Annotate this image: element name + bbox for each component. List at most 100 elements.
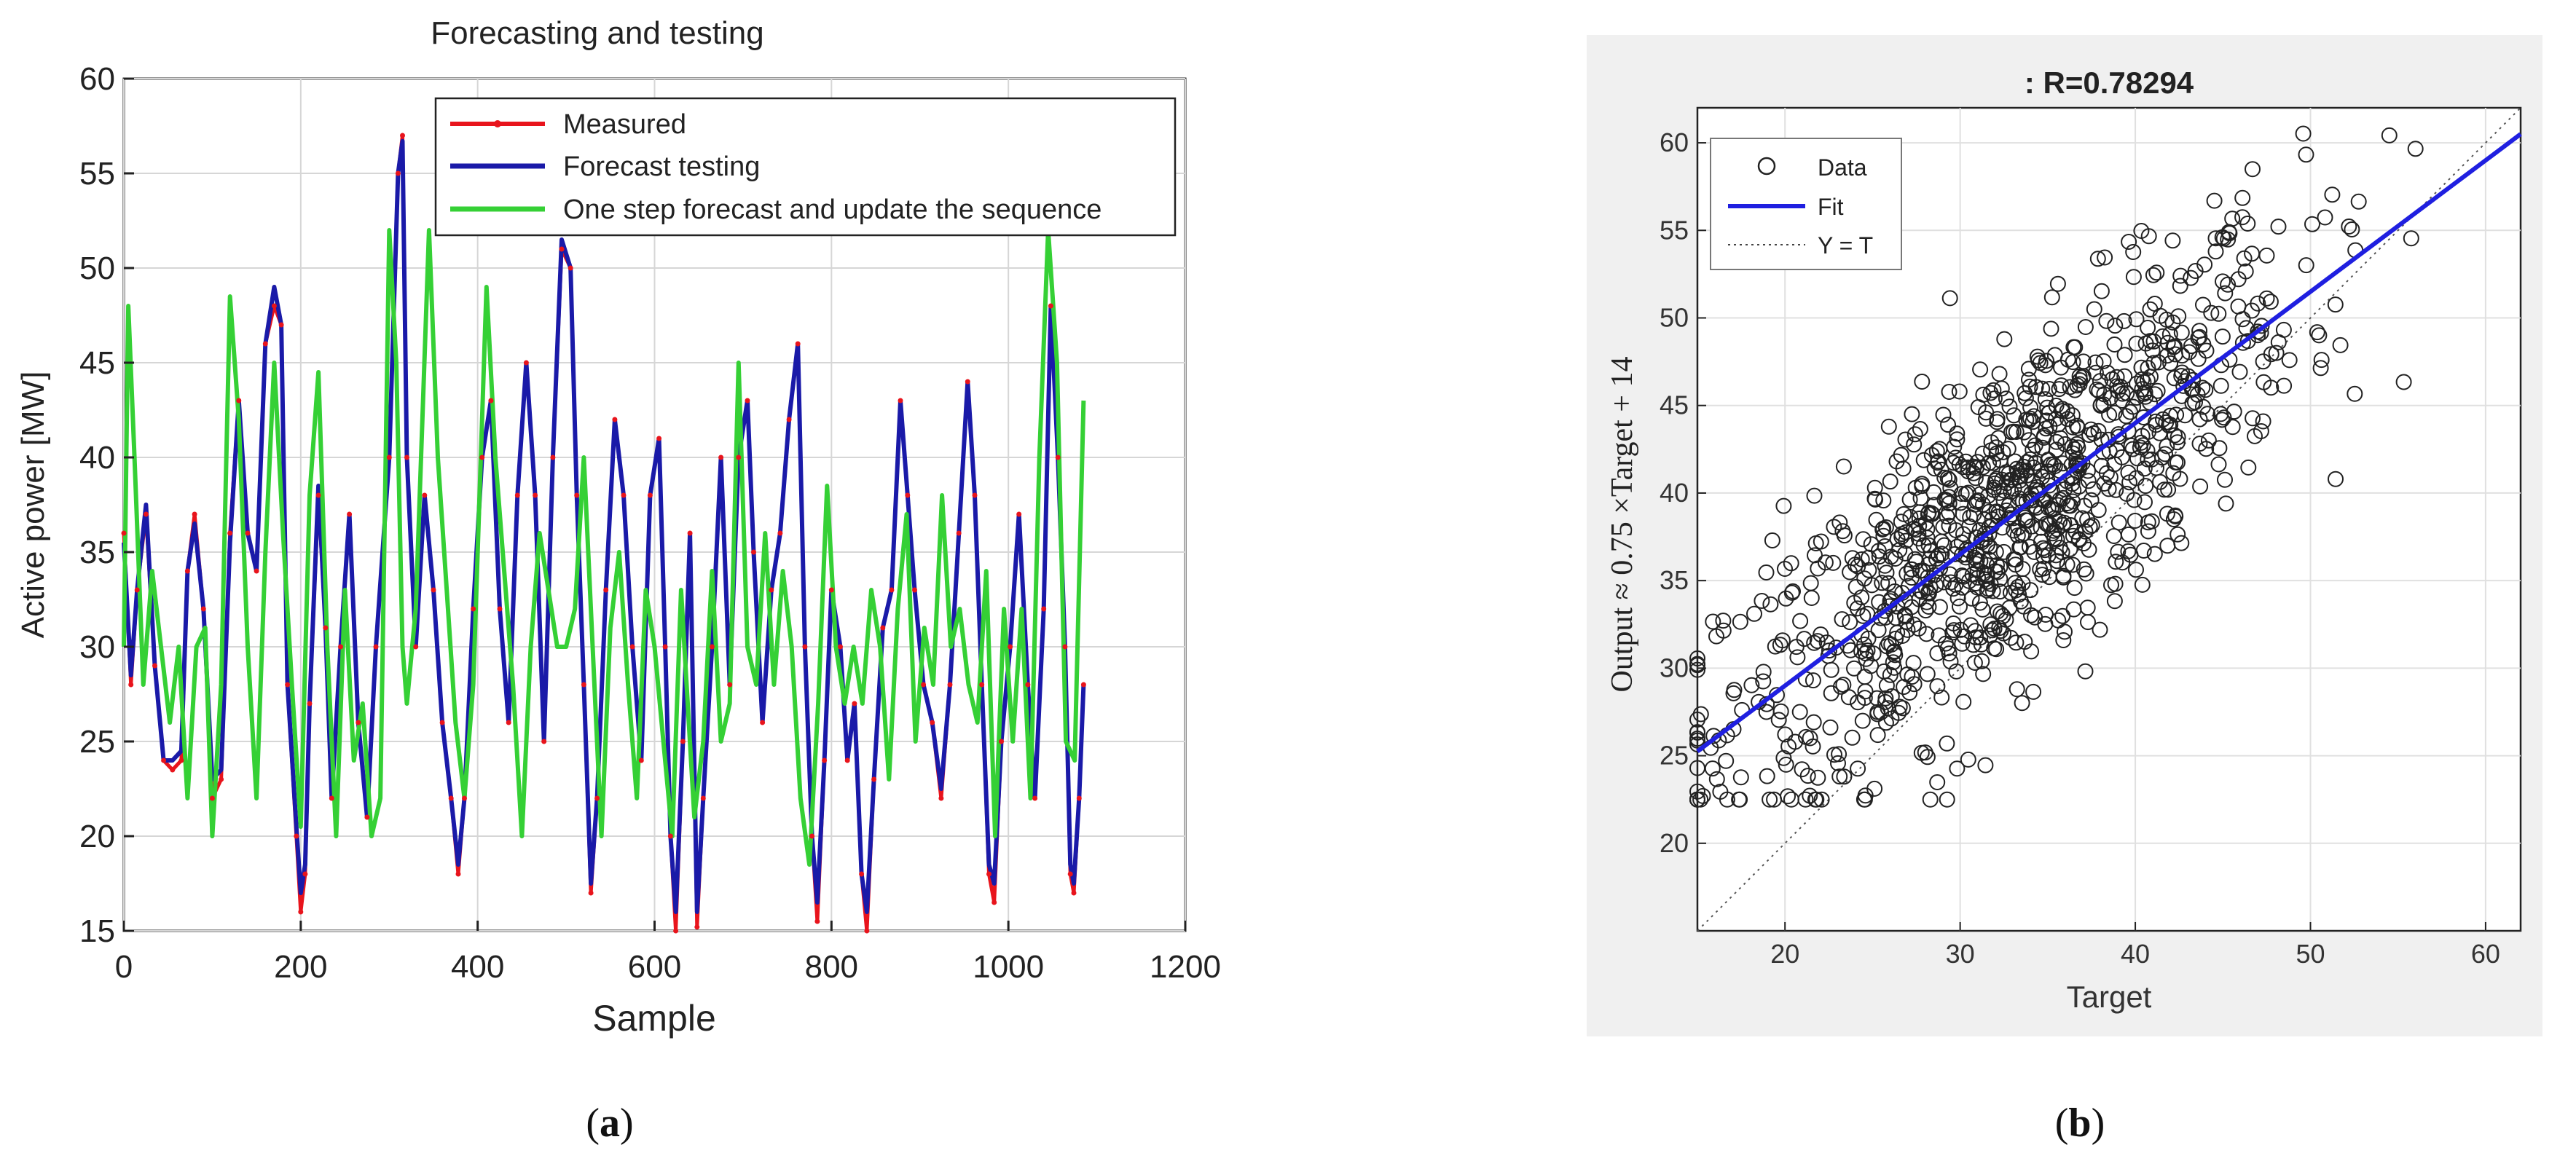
data-point — [2140, 451, 2156, 468]
data-point — [1880, 418, 1897, 435]
data-point — [1929, 678, 1946, 695]
data-point — [1980, 487, 1997, 504]
measured-point — [479, 454, 485, 460]
data-point — [1775, 749, 1792, 766]
data-point — [2328, 471, 2344, 487]
data-point — [2043, 289, 2060, 306]
panel-label-b-letter: b — [2068, 1101, 2091, 1146]
data-point — [1926, 497, 1943, 513]
data-point — [1854, 712, 1871, 729]
data-point — [1941, 290, 1958, 307]
data-point — [2217, 285, 2234, 302]
legend-marker-data — [1757, 157, 1776, 176]
data-point — [2105, 528, 2122, 544]
data-point — [1844, 550, 1861, 567]
data-point — [1877, 715, 1894, 731]
data-point — [1866, 479, 1883, 496]
data-point — [2036, 542, 2053, 559]
data-point — [2200, 432, 2217, 449]
data-point — [2276, 377, 2293, 394]
data-point — [2116, 347, 2133, 363]
data-point — [2021, 412, 2037, 429]
data-point — [2051, 381, 2068, 398]
data-point — [1949, 425, 1966, 442]
data-point — [2198, 441, 2215, 457]
svg-text:(a): (a) — [586, 1101, 633, 1146]
data-point — [1879, 638, 1896, 655]
data-point — [1831, 768, 1848, 785]
measured-point — [1067, 871, 1073, 877]
measured-point — [912, 587, 917, 593]
chart-b-ytick-label: 45 — [1660, 390, 1689, 420]
data-point — [1882, 473, 1898, 490]
data-point — [1936, 469, 1953, 486]
data-point — [2210, 456, 2227, 473]
data-point — [2327, 296, 2344, 313]
data-point — [2148, 417, 2164, 433]
measured-point — [769, 587, 774, 593]
data-point — [1895, 460, 1912, 477]
data-point — [1939, 791, 1955, 808]
data-point — [2160, 481, 2177, 498]
data-point — [1866, 780, 1883, 797]
data-point — [2268, 345, 2285, 361]
data-point — [2197, 382, 2214, 398]
data-point — [2059, 556, 2076, 573]
data-point — [2077, 663, 2094, 680]
measured-point — [298, 909, 304, 915]
data-point — [1758, 564, 1775, 580]
measured-point — [541, 739, 547, 744]
data-point — [2048, 441, 2065, 458]
data-point — [2014, 527, 2030, 543]
data-point — [2065, 556, 2081, 573]
chart-a-ytick-label: 25 — [79, 724, 115, 760]
measured-point — [680, 739, 686, 744]
data-point — [1922, 579, 1939, 596]
data-point — [2023, 643, 2040, 660]
measured-point — [1071, 890, 1077, 896]
data-point — [2169, 434, 2186, 451]
data-point — [2049, 531, 2065, 548]
data-point — [1893, 513, 1909, 530]
chart-a-xtick-label: 200 — [274, 949, 327, 985]
data-point — [2407, 141, 2424, 157]
data-point — [2395, 374, 2412, 390]
data-point — [2281, 352, 2298, 369]
data-point — [2145, 333, 2162, 350]
data-point — [1894, 628, 1911, 644]
measured-point — [709, 644, 715, 650]
measured-point — [404, 454, 409, 460]
data-point — [2017, 509, 2033, 526]
measured-point — [687, 530, 693, 536]
data-point — [1978, 410, 1995, 427]
chart-b-series — [1689, 107, 2522, 932]
measured-point — [462, 795, 467, 801]
data-point — [2258, 247, 2275, 264]
measured-point — [143, 511, 149, 517]
data-point — [1929, 774, 1946, 790]
data-point — [2107, 318, 2124, 334]
data-point — [1856, 669, 1873, 685]
data-point — [1857, 645, 1874, 661]
data-point — [1764, 532, 1780, 548]
data-point — [1844, 729, 1861, 746]
data-point — [1887, 551, 1904, 567]
data-point — [1931, 627, 1947, 644]
data-point — [1772, 703, 1789, 720]
data-point — [1746, 605, 1762, 622]
data-point — [2077, 319, 2094, 335]
data-point — [2051, 513, 2068, 530]
measured-point — [533, 492, 538, 498]
data-point — [1869, 704, 1886, 720]
measured-point — [209, 795, 215, 801]
chart-b: 20 30 40 50 60 20 25 30 35 40 45 50 55 60 : R=0.78294… — [1587, 35, 2542, 1036]
data-point — [2224, 210, 2241, 227]
data-point — [2007, 551, 2024, 568]
data-point — [1986, 390, 2003, 407]
data-point — [2043, 320, 2059, 337]
data-point — [1913, 744, 1930, 761]
data-point — [2126, 492, 2143, 508]
data-point — [2270, 334, 2287, 350]
chart-a-xtick-label: 400 — [451, 949, 504, 985]
